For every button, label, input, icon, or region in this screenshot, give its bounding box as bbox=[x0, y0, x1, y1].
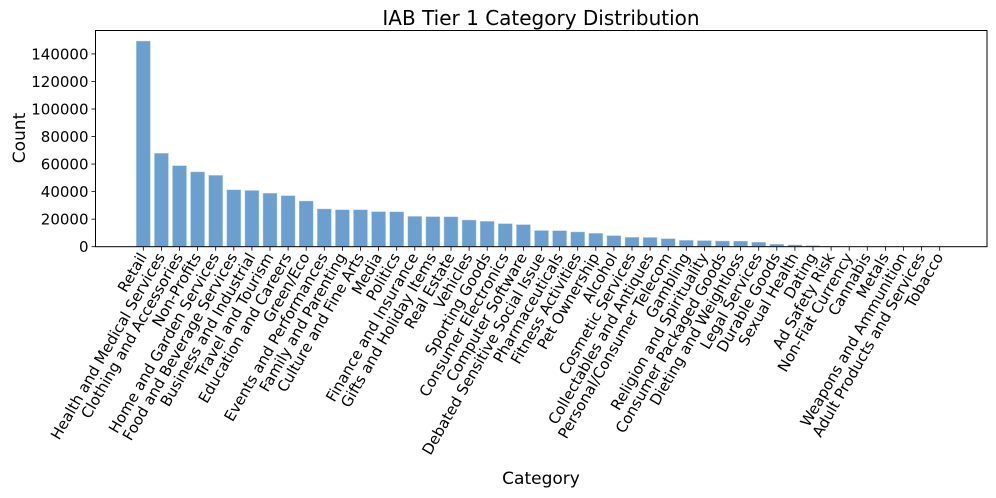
y-tick-label: 60000 bbox=[41, 156, 89, 174]
bar bbox=[551, 229, 568, 248]
plot-frame bbox=[95, 30, 988, 248]
bar bbox=[135, 40, 152, 248]
bar bbox=[153, 152, 170, 248]
bar bbox=[298, 200, 314, 248]
x-axis-title: Category bbox=[502, 469, 580, 489]
bar bbox=[642, 236, 658, 248]
bar bbox=[479, 220, 495, 248]
bar bbox=[660, 237, 676, 248]
y-axis: 0 20000 40000 60000 80000 100000 120000 140000 bbox=[31, 45, 96, 256]
bar bbox=[262, 192, 278, 248]
bar bbox=[370, 210, 387, 248]
bar bbox=[334, 209, 351, 248]
y-tick-label: 100000 bbox=[31, 100, 88, 118]
y-axis-title: Count bbox=[10, 112, 30, 163]
bar bbox=[588, 232, 604, 248]
chart-title: IAB Tier 1 Category Distribution bbox=[382, 6, 699, 30]
bar bbox=[171, 164, 188, 248]
bar bbox=[425, 215, 441, 248]
bar bbox=[316, 208, 333, 248]
bar bbox=[696, 239, 713, 248]
bar bbox=[569, 231, 586, 248]
bar bbox=[624, 236, 640, 248]
y-tick-label: 140000 bbox=[31, 45, 88, 63]
bar bbox=[606, 234, 622, 248]
bar bbox=[750, 241, 767, 248]
bar bbox=[280, 194, 296, 248]
bar bbox=[207, 174, 224, 248]
bar bbox=[678, 239, 695, 248]
y-tick-label: 0 bbox=[79, 238, 89, 256]
bar bbox=[533, 229, 550, 248]
bar bbox=[732, 240, 749, 248]
bar bbox=[497, 222, 514, 248]
bar bbox=[388, 211, 405, 248]
y-tick-label: 40000 bbox=[41, 183, 89, 201]
bar bbox=[226, 189, 242, 248]
y-tick-label: 80000 bbox=[41, 128, 89, 146]
bar bbox=[515, 223, 532, 248]
bar bbox=[189, 171, 206, 248]
bar bbox=[461, 219, 477, 248]
bar bbox=[407, 215, 423, 248]
bars-group bbox=[135, 40, 948, 248]
y-tick-label: 20000 bbox=[41, 211, 89, 229]
bar bbox=[244, 189, 260, 248]
bar bbox=[714, 240, 731, 248]
bar bbox=[352, 209, 369, 248]
bar bbox=[443, 216, 459, 248]
y-tick-label: 120000 bbox=[31, 73, 88, 91]
